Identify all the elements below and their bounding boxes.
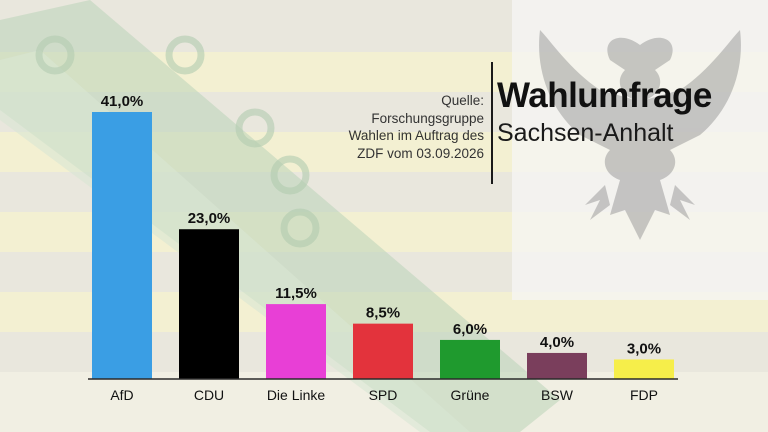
bar-grüne [440,339,500,379]
bar-bsw [527,352,587,379]
category-labels-group: AfD CDU Die Linke SPD Grüne BSW FDP [110,387,658,403]
bar-cdu [179,229,239,379]
category-label: Grüne [451,387,490,403]
value-label: 6,0% [453,321,487,338]
page-subtitle: Sachsen-Anhalt [497,119,674,147]
value-labels-group: 41,0% 23,0% 11,5% 8,5% 6,0% 4,0% 3,0% [101,93,661,357]
bg-shield-area [512,0,768,300]
value-label: 8,5% [366,305,400,322]
source-line: Quelle: [441,93,484,108]
source-line: Wahlen im Auftrag des [348,128,484,143]
value-label: 41,0% [101,93,144,110]
bar-die-linke [266,304,326,379]
title-divider [491,62,493,184]
value-label: 11,5% [275,285,317,302]
category-label: FDP [630,387,658,403]
value-label: 4,0% [540,334,574,351]
value-label: 3,0% [627,340,661,357]
eagle-coat-of-arms-icon [539,30,741,240]
bar-spd [353,323,413,379]
source-line: Forschungsgruppe [371,110,484,126]
category-label: CDU [194,387,224,403]
bg-green-band [0,0,560,432]
category-label: Die Linke [267,387,326,403]
source-line: ZDF vom 03.09.2026 [357,145,484,161]
page-title: Wahlumfrage [497,76,712,115]
bar-fdp [614,359,674,379]
bg-crown-rings [35,35,320,248]
bar-afd [92,112,152,379]
bars-group [92,112,674,379]
category-label: BSW [541,387,574,403]
source-note: Quelle: Forschungsgruppe Wahlen im Auftr… [284,92,484,162]
category-label: SPD [369,387,398,403]
category-label: AfD [110,387,133,403]
value-label: 23,0% [188,210,231,227]
